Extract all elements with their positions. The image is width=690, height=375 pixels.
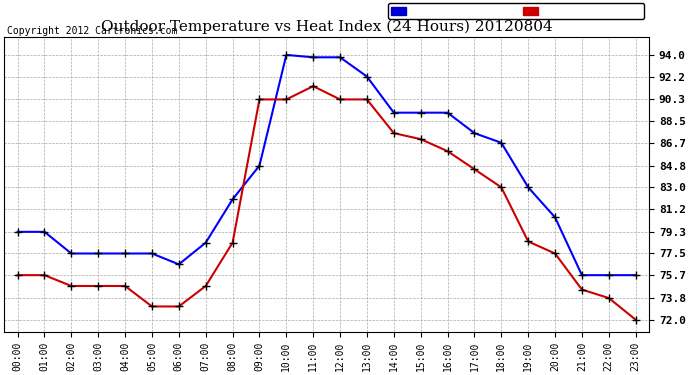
Legend: Heat Index  (°F), Temperature  (°F): Heat Index (°F), Temperature (°F) <box>388 3 644 19</box>
Title: Outdoor Temperature vs Heat Index (24 Hours) 20120804: Outdoor Temperature vs Heat Index (24 Ho… <box>101 20 553 34</box>
Text: Copyright 2012 Cartronics.com: Copyright 2012 Cartronics.com <box>7 26 177 36</box>
